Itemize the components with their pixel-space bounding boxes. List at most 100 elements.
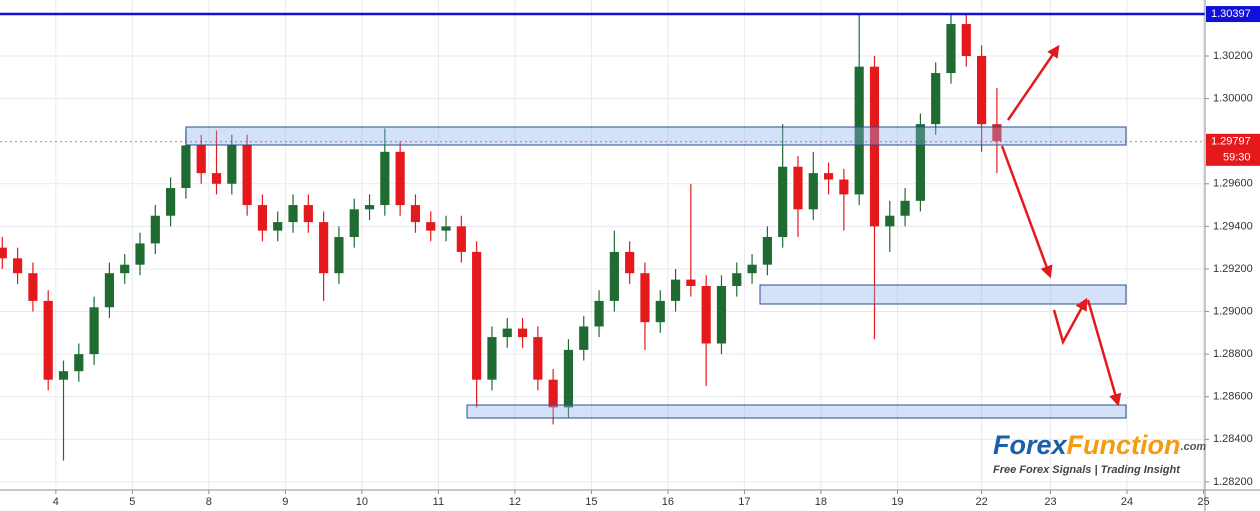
- arrows: [1000, 44, 1122, 407]
- candle-body: [640, 273, 650, 323]
- candle-body: [946, 24, 956, 74]
- candle-body: [120, 264, 130, 274]
- candle-body: [670, 279, 681, 301]
- x-tick-label: 8: [206, 496, 212, 508]
- x-tick-label: 17: [738, 496, 750, 508]
- candle-body: [762, 237, 772, 265]
- candle-body: [961, 24, 971, 57]
- candle-body: [885, 215, 895, 227]
- x-tick-label: 15: [585, 496, 597, 508]
- candle-body: [334, 237, 344, 274]
- y-tick-label: 1.28800: [1213, 348, 1253, 360]
- candle-body: [655, 300, 665, 323]
- candle-body: [380, 151, 390, 206]
- candle-body: [74, 354, 84, 372]
- candle-body: [319, 222, 329, 274]
- candle-body: [931, 73, 941, 125]
- watermark-brand: ForexFunction.com: [993, 430, 1206, 460]
- candle-body: [426, 222, 436, 231]
- y-tick-label: 1.29400: [1213, 220, 1253, 232]
- arrow: [1086, 299, 1122, 407]
- candle-body: [839, 179, 849, 195]
- y-tick-label: 1.28200: [1213, 476, 1253, 488]
- y-tick-label: 1.29200: [1213, 263, 1253, 275]
- candle-body: [349, 209, 359, 238]
- overlay: [0, 12, 1205, 143]
- candle-body: [257, 205, 268, 231]
- candle-body: [502, 328, 512, 338]
- level-label: 1.30397: [1211, 8, 1251, 20]
- candle-body: [609, 251, 619, 301]
- candle-body: [915, 124, 925, 201]
- x-tick-label: 12: [509, 496, 521, 508]
- candle-body: [808, 173, 818, 210]
- zones: [185, 126, 1127, 419]
- x-tick-label: 25: [1197, 496, 1209, 508]
- x-tick-label: 19: [891, 496, 903, 508]
- support-zone: [759, 284, 1127, 305]
- y-tick-label: 1.28600: [1213, 391, 1253, 403]
- candle-body: [625, 251, 635, 274]
- candle-body: [992, 124, 1002, 142]
- x-tick-label: 22: [975, 496, 987, 508]
- candle-body: [747, 264, 757, 274]
- candle-body: [778, 166, 788, 238]
- candles: [0, 13, 1002, 461]
- y-tick-label: 1.30000: [1213, 93, 1253, 105]
- candle-body: [487, 337, 497, 380]
- candle-body: [869, 66, 880, 227]
- y-tick-label: 1.30200: [1213, 50, 1253, 62]
- x-tick-label: 9: [282, 496, 288, 508]
- candle-body: [701, 285, 711, 344]
- candle-body: [196, 145, 206, 174]
- candle-body: [242, 145, 252, 206]
- candle-body: [150, 215, 160, 244]
- candle-body: [364, 205, 375, 210]
- candle-body: [211, 173, 222, 184]
- candle-body: [43, 300, 53, 380]
- x-tick-label: 4: [53, 496, 59, 508]
- candle-body: [395, 151, 405, 206]
- x-tick-label: 5: [129, 496, 135, 508]
- countdown: 59:30: [1223, 152, 1251, 164]
- candle-body: [472, 251, 482, 380]
- candle-body: [563, 349, 574, 408]
- candle-body: [441, 226, 451, 231]
- candle-body: [227, 145, 237, 184]
- brand-part: Function: [1067, 430, 1181, 460]
- x-tick-label: 18: [815, 496, 827, 508]
- candle-body: [900, 200, 910, 216]
- watermark-tagline: Free Forex Signals | Trading Insight: [993, 464, 1181, 476]
- last-price-box: [1206, 133, 1260, 166]
- candle-body: [288, 205, 298, 223]
- x-tick-label: 16: [662, 496, 674, 508]
- candle-body: [410, 205, 421, 223]
- arrow: [1006, 44, 1060, 121]
- candle-body: [13, 258, 23, 274]
- candle-body: [548, 379, 558, 408]
- x-tick-label: 24: [1121, 496, 1133, 508]
- candle-body: [0, 247, 7, 259]
- y-tick-label: 1.29600: [1213, 178, 1253, 190]
- brand-part: .com: [1181, 441, 1207, 453]
- level-label-box: [1206, 6, 1260, 23]
- x-tick-label: 10: [356, 496, 368, 508]
- candle-body: [89, 307, 99, 355]
- candle-body: [533, 337, 543, 380]
- y-tick-label: 1.29000: [1213, 305, 1253, 317]
- support-zone: [466, 404, 1127, 419]
- arrow: [1000, 145, 1053, 279]
- candle-body: [579, 326, 589, 350]
- candle-body: [716, 285, 727, 344]
- grid: [0, 0, 1205, 490]
- candle-body: [456, 226, 466, 252]
- candle-body: [686, 279, 696, 286]
- candle-body: [793, 166, 803, 210]
- candle-body: [135, 243, 145, 265]
- candle-body: [166, 188, 176, 216]
- arrow: [1052, 297, 1088, 346]
- x-tick-label: 11: [433, 496, 444, 508]
- candle-body: [594, 300, 604, 327]
- candle-body: [104, 273, 114, 308]
